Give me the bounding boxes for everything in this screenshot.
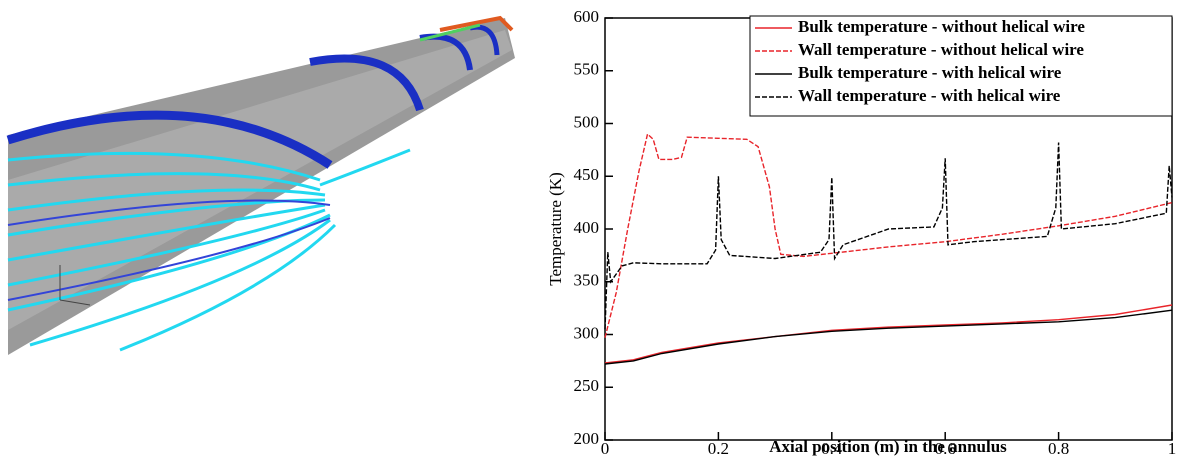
y-tick-label: 500: [574, 112, 600, 131]
render-3d: [8, 18, 515, 355]
legend-label: Bulk temperature - with helical wire: [798, 63, 1062, 82]
x-tick-label: 0.4: [821, 439, 843, 458]
y-tick-label: 550: [574, 60, 600, 79]
y-tick-label: 250: [574, 376, 600, 395]
series-line: [605, 143, 1172, 330]
legend-label: Wall temperature - without helical wire: [798, 40, 1084, 59]
figure: Axial position (m) in the annulus Temper…: [0, 0, 1180, 459]
series-line: [605, 310, 1172, 364]
x-tick-label: 0.6: [935, 439, 956, 458]
series-line: [605, 305, 1172, 363]
y-tick-label: 400: [574, 218, 600, 237]
y-tick-label: 200: [574, 429, 600, 448]
x-tick-label: 0.8: [1048, 439, 1069, 458]
y-tick-label: 300: [574, 323, 600, 342]
y-tick-label: 600: [574, 7, 600, 26]
y-tick-label: 450: [574, 165, 600, 184]
x-tick-label: 1: [1168, 439, 1177, 458]
x-tick-label: 0.2: [708, 439, 729, 458]
y-axis-label: Temperature (K): [546, 172, 565, 286]
y-tick-label: 350: [574, 271, 600, 290]
legend-label: Bulk temperature - without helical wire: [798, 17, 1085, 36]
series-line: [605, 134, 1172, 338]
legend-label: Wall temperature - with helical wire: [798, 86, 1061, 105]
x-tick-label: 0: [601, 439, 610, 458]
